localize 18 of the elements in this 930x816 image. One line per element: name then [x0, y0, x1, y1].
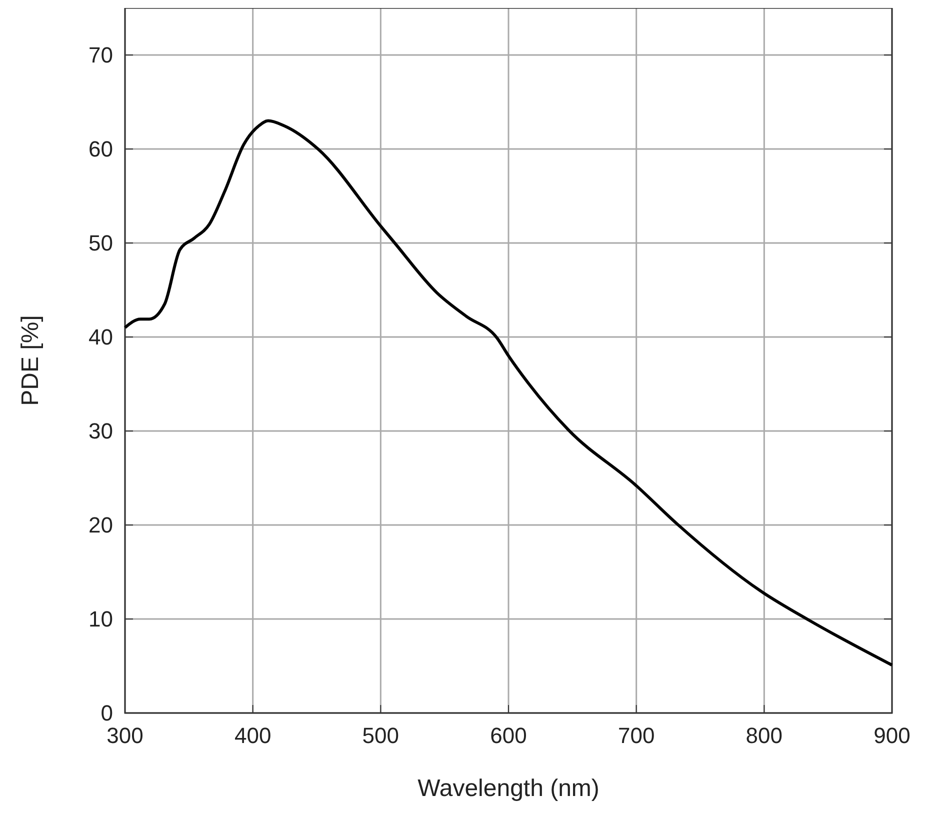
x-tick-label: 800 [746, 723, 783, 748]
x-tick-label: 900 [874, 723, 910, 748]
y-tick-label: 20 [88, 512, 113, 538]
x-tick-label: 700 [618, 723, 655, 748]
y-axis-title: PDE [%] [17, 315, 44, 406]
y-tick-label: 30 [88, 418, 113, 444]
y-tick-label: 10 [88, 606, 113, 632]
x-axis-title: Wavelength (nm) [418, 775, 600, 802]
x-tick-label: 300 [106, 723, 144, 748]
y-tick-label: 0 [100, 700, 113, 726]
y-tick-label: 50 [88, 230, 113, 256]
x-tick-label: 600 [490, 723, 527, 748]
x-tick-label: 400 [234, 723, 272, 748]
y-tick-label: 40 [88, 324, 113, 350]
line-series [124, 119, 894, 667]
y-tick-label: 70 [88, 42, 113, 68]
y-tick-label: 60 [88, 136, 113, 162]
x-tick-label: 500 [362, 723, 400, 748]
